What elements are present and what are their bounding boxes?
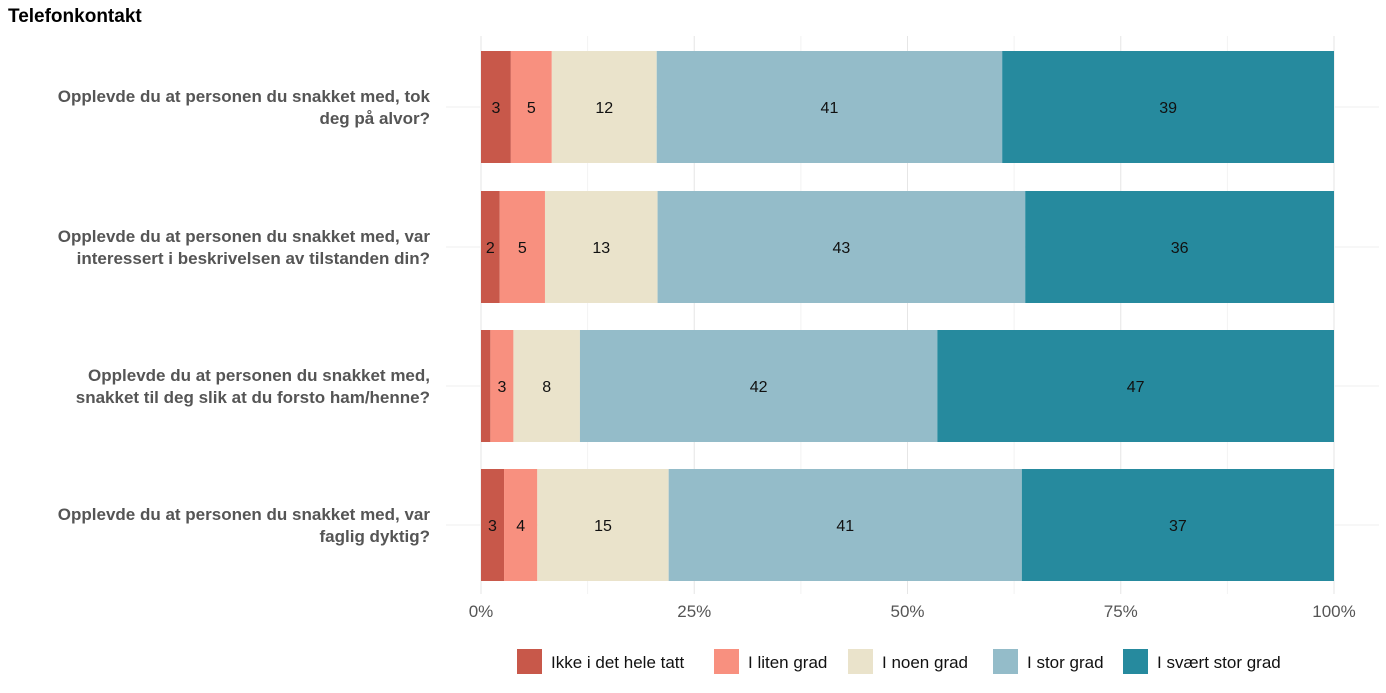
bar-segment [513, 330, 580, 442]
bar-value-label: 13 [592, 240, 610, 257]
bar-segment [499, 191, 545, 303]
bar-segment [537, 469, 669, 581]
bar-value-label: 5 [527, 100, 536, 117]
bar-segment [510, 51, 552, 163]
category-label: deg på alvor? [319, 109, 430, 128]
legend-swatch [714, 649, 739, 674]
bar-segment [481, 469, 505, 581]
x-tick-label: 50% [890, 602, 924, 621]
bar-value-label: 5 [518, 240, 527, 257]
bar-segment [937, 330, 1334, 442]
chart-title: Telefonkontakt [8, 6, 142, 27]
bar-segment [1021, 469, 1334, 581]
legend-swatch [517, 649, 542, 674]
bar-value-label: 3 [488, 518, 497, 535]
bar-value-label: 41 [821, 100, 839, 117]
bar-value-label: 8 [542, 379, 551, 396]
bar-segment [579, 330, 938, 442]
category-label: Opplevde du at personen du snakket med, [88, 366, 430, 385]
bar-segment [656, 51, 1003, 163]
bar-value-label: 42 [750, 379, 768, 396]
bar-value-label: 36 [1171, 240, 1189, 257]
bar-segment [668, 469, 1022, 581]
category-label: snakket til deg slik at du forsto ham/he… [76, 388, 430, 407]
legend-swatch [848, 649, 873, 674]
bar-segment [1025, 191, 1334, 303]
bar-segment [657, 191, 1026, 303]
bar-value-label: 2 [486, 240, 495, 257]
bar-value-label: 41 [836, 518, 854, 535]
bar-segment [481, 330, 491, 442]
legend-label: I noen grad [882, 653, 968, 672]
legend-label: I svært stor grad [1157, 653, 1281, 672]
bar-value-label: 39 [1159, 100, 1177, 117]
x-tick-label: 75% [1104, 602, 1138, 621]
x-tick-label: 100% [1312, 602, 1355, 621]
bar-value-label: 3 [497, 379, 506, 396]
legend-label: I liten grad [748, 653, 827, 672]
legend-swatch [993, 649, 1018, 674]
bar-value-label: 15 [594, 518, 612, 535]
x-tick-label: 25% [677, 602, 711, 621]
category-label: Opplevde du at personen du snakket med, … [58, 87, 431, 106]
bar-value-label: 43 [832, 240, 850, 257]
category-label: faglig dyktig? [320, 527, 431, 546]
x-tick-label: 0% [469, 602, 494, 621]
legend-swatch [1123, 649, 1148, 674]
bar-value-label: 4 [516, 518, 525, 535]
legend-label: Ikke i det hele tatt [551, 653, 685, 672]
bar-segment [481, 51, 511, 163]
bar-segment [551, 51, 657, 163]
bar-segment [1002, 51, 1334, 163]
bar-segment [481, 191, 500, 303]
category-label: interessert i beskrivelsen av tilstanden… [77, 249, 430, 268]
bar-segment [490, 330, 514, 442]
bar-value-label: 47 [1127, 379, 1145, 396]
bar-value-label: 12 [595, 100, 613, 117]
bar-value-label: 37 [1169, 518, 1187, 535]
category-label: Opplevde du at personen du snakket med, … [58, 505, 431, 524]
bar-value-label: 3 [491, 100, 500, 117]
bar-segment [504, 469, 538, 581]
legend-label: I stor grad [1027, 653, 1104, 672]
bar-segment [544, 191, 658, 303]
category-label: Opplevde du at personen du snakket med, … [58, 227, 431, 246]
